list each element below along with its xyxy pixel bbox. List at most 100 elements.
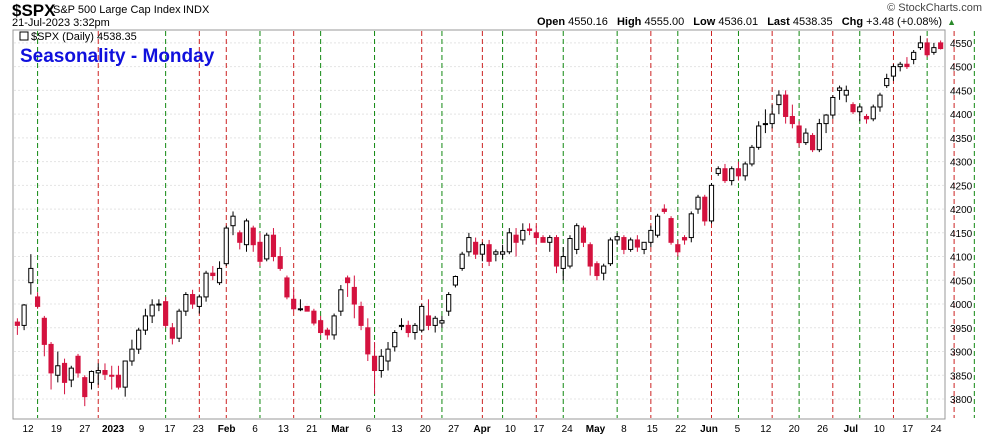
candle-body — [857, 106, 863, 113]
x-tick-label: 26 — [817, 424, 829, 435]
candle-body — [547, 237, 553, 243]
candle-body — [594, 263, 600, 277]
candle-body — [324, 329, 330, 336]
x-tick-label: 22 — [675, 424, 687, 435]
candle-body — [338, 289, 344, 312]
x-tick-label: 5 — [735, 424, 741, 435]
candle-body — [156, 303, 162, 306]
brand-watermark: © StockCharts.com — [887, 2, 982, 14]
candle-body — [796, 125, 802, 144]
candle-body — [365, 327, 371, 355]
symbol: $SPX — [12, 1, 56, 20]
x-tick-label: 20 — [420, 424, 432, 435]
candle-body — [607, 239, 614, 265]
candle-body — [648, 229, 654, 243]
x-tick-label: May — [586, 424, 606, 435]
candle-body — [183, 294, 189, 312]
legend: $SPX (Daily) 4538.35 — [19, 31, 137, 43]
y-tick-label: 4100 — [950, 253, 973, 264]
candle-body — [216, 267, 223, 284]
candle-body — [938, 42, 944, 50]
y-tick-label: 4250 — [950, 181, 973, 192]
candle-body — [109, 374, 115, 377]
candle-body — [291, 298, 297, 310]
candle-body — [189, 294, 196, 305]
candle-body — [567, 238, 573, 267]
candle-body — [722, 168, 728, 182]
candle-body — [284, 277, 290, 298]
candle-body — [863, 115, 870, 120]
candle-body — [809, 134, 816, 151]
candle-body — [230, 215, 236, 227]
candle-body — [439, 320, 445, 324]
candle-body — [628, 239, 634, 250]
candle-body — [351, 286, 357, 305]
y-tick-label: 4150 — [950, 229, 973, 240]
y-tick-label: 3800 — [950, 395, 973, 406]
candle-body — [668, 218, 674, 243]
last-value: 4538.35 — [792, 16, 833, 28]
legend-label: $SPX (Daily) 4538.35 — [31, 31, 137, 43]
candle-body — [890, 66, 897, 77]
x-tick-label: 24 — [562, 424, 574, 435]
candle-body — [816, 123, 822, 151]
candle-body — [250, 227, 256, 246]
candle-body — [432, 317, 438, 326]
candle-body — [297, 308, 304, 311]
candle-body — [28, 267, 34, 284]
candle-body — [486, 244, 492, 262]
candle-body — [708, 184, 715, 222]
x-tick-label: 15 — [647, 424, 659, 435]
y-tick-label: 4400 — [950, 110, 973, 121]
last-label: Last — [767, 16, 790, 28]
candle-body — [95, 370, 101, 374]
x-tick-label: Apr — [473, 424, 490, 435]
candle-body — [803, 132, 809, 144]
x-tick-label: 9 — [139, 424, 145, 435]
y-tick-label: 3900 — [950, 348, 973, 359]
candle-body — [756, 125, 762, 148]
x-tick-label: Feb — [218, 424, 236, 435]
candle-body — [34, 296, 41, 307]
candle-body — [931, 47, 937, 53]
candle-body — [830, 96, 836, 116]
candles — [14, 35, 944, 407]
ohlc-readout: Open 4550.16 High 4555.00 Low 4536.01 La… — [537, 16, 948, 28]
candle-body — [560, 256, 566, 269]
chart-title: Seasonality - Monday — [20, 46, 215, 67]
low-label: Low — [693, 16, 716, 28]
candle-body — [884, 77, 890, 87]
candle-body — [749, 146, 755, 165]
candle-body — [304, 305, 310, 312]
candle-body — [55, 365, 61, 376]
x-tick-label: 21 — [306, 424, 318, 435]
candle-body — [897, 63, 903, 68]
candle-body — [196, 296, 202, 307]
x-tick-label: 20 — [789, 424, 801, 435]
candle-body — [924, 42, 930, 56]
candle-body — [61, 362, 68, 383]
candle-body — [473, 241, 479, 255]
candle-body — [311, 310, 317, 324]
candle-body — [479, 244, 485, 255]
candle-body — [405, 324, 411, 334]
candle-body — [385, 348, 391, 362]
candle-body — [614, 236, 620, 241]
low-value: 4536.01 — [718, 16, 759, 28]
candle-body — [358, 305, 364, 326]
candle-body — [870, 106, 876, 120]
candle-body — [850, 104, 856, 113]
x-tick-label: Mar — [331, 424, 349, 435]
candle-body — [836, 87, 843, 91]
x-tick-label: 27 — [448, 424, 460, 435]
y-tick-label: 3850 — [950, 371, 973, 382]
candle-body — [270, 234, 277, 258]
candle-body — [82, 377, 88, 398]
candle-body — [344, 277, 351, 284]
high-value: 4555.00 — [644, 16, 685, 28]
candle-body — [789, 115, 795, 125]
candle-body — [331, 315, 337, 336]
candle-body — [843, 89, 849, 96]
chg-label: Chg — [841, 16, 864, 28]
